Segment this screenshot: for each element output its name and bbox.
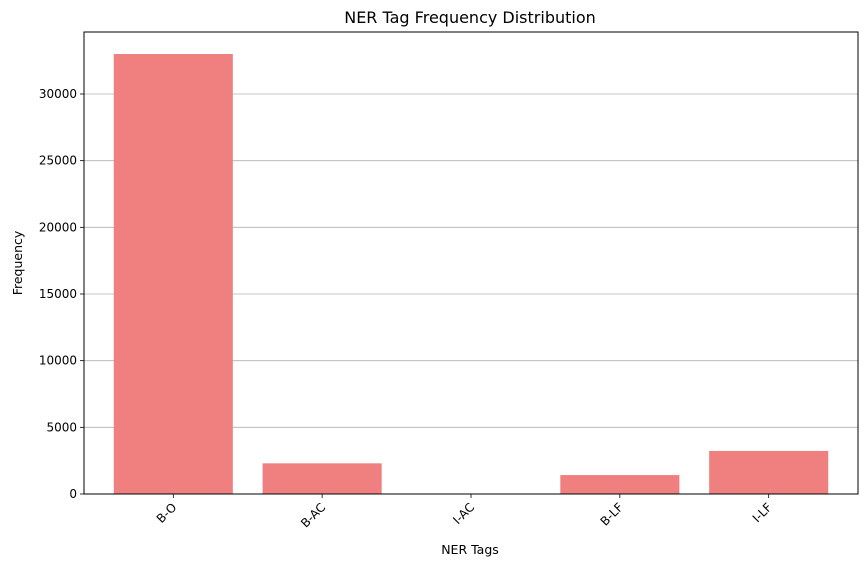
y-tick-label: 20000 [39, 220, 77, 234]
x-tick-label: I-LF [750, 500, 775, 525]
bar [709, 450, 829, 494]
chart-title: NER Tag Frequency Distribution [344, 8, 596, 27]
plot-frame [83, 31, 859, 495]
x-axis: B-O B-AC I-AC B-LF I-LF [154, 494, 775, 530]
x-tick-label: B-AC [298, 500, 328, 530]
bars [113, 54, 829, 494]
y-tick-label: 15000 [39, 287, 77, 301]
bar [560, 475, 680, 494]
y-tick-label: 0 [69, 487, 77, 501]
y-tick-label: 10000 [39, 354, 77, 368]
x-tick-label: B-LF [598, 500, 626, 528]
x-tick-label: B-O [154, 500, 180, 526]
bar [262, 463, 382, 494]
bar [113, 54, 233, 494]
x-axis-label: NER Tags [441, 542, 499, 557]
y-tick-label: 5000 [46, 420, 77, 434]
y-tick-label: 30000 [39, 87, 77, 101]
y-axis: 0 5000 10000 15000 20000 25000 30000 [39, 87, 84, 501]
y-axis-label: Frequency [10, 230, 25, 295]
y-tick-label: 25000 [39, 154, 77, 168]
x-tick-label: I-AC [450, 500, 477, 527]
